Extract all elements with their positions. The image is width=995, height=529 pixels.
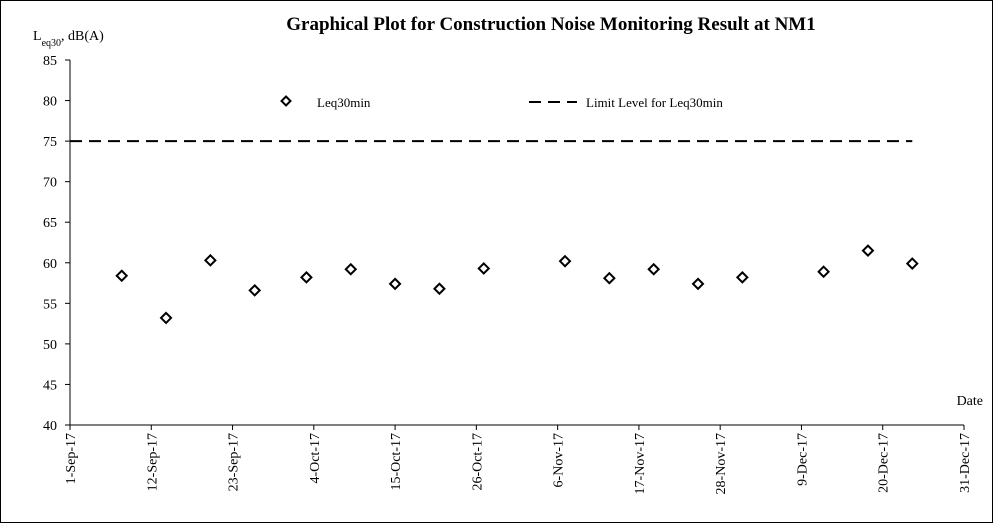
y-tick-label: 80 — [43, 95, 57, 110]
x-axis-title: Date — [957, 394, 983, 409]
legend-label-leq30min: Leq30min — [317, 95, 371, 110]
data-point-leq30min — [433, 282, 446, 296]
data-point-leq30min — [817, 265, 831, 279]
y-axis-title-main: L — [33, 29, 42, 44]
y-tick-label: 65 — [43, 216, 57, 231]
y-tick-label: 40 — [43, 419, 57, 434]
data-point-leq30min — [905, 257, 919, 271]
legend-marker-leq30min — [280, 95, 292, 107]
data-point-leq30min — [602, 271, 616, 285]
data-point-leq30min — [248, 283, 262, 297]
chart-title: Graphical Plot for Construction Noise Mo… — [286, 14, 816, 35]
y-axis-title: Leq30, dB(A) — [33, 29, 104, 49]
x-tick-label: 31-Dec-17 — [958, 433, 973, 493]
y-tick-label: 75 — [43, 135, 57, 150]
plot-area: 40 45 50 55 60 65 70 75 80 85 1-Sep-17 12-Sep-17 23-… — [43, 54, 973, 494]
x-tick-label: 26-Oct-17 — [470, 433, 485, 491]
x-tick-label: 6-Nov-17 — [552, 433, 567, 487]
y-tick-label: 50 — [43, 338, 57, 353]
data-point-leq30min — [647, 262, 661, 276]
x-tick-label: 28-Nov-17 — [714, 433, 729, 494]
data-point-leq30min — [300, 270, 313, 284]
data-point-leq30min — [159, 311, 173, 325]
y-axis-title-unit: , dB(A) — [61, 29, 104, 44]
x-tick-label: 9-Dec-17 — [795, 433, 810, 486]
data-point-leq30min — [861, 244, 875, 258]
data-point-leq30min — [388, 277, 402, 291]
x-tick-label: 12-Sep-17 — [145, 433, 160, 491]
data-point-leq30min — [735, 270, 749, 284]
x-tick-label: 23-Sep-17 — [227, 433, 242, 491]
y-axis-title-subscript: eq30 — [42, 38, 61, 49]
y-tick-label: 85 — [43, 54, 57, 69]
legend-diamond-marker — [280, 95, 292, 107]
x-tick-label: 1-Sep-17 — [64, 433, 79, 484]
data-point-leq30min — [344, 262, 358, 276]
data-point-leq30min — [558, 254, 572, 268]
x-tick-label: 4-Oct-17 — [308, 433, 323, 484]
data-point-leq30min — [691, 277, 705, 291]
x-tick-label: 15-Oct-17 — [389, 433, 404, 491]
data-point-leq30min — [477, 262, 491, 275]
data-point-leq30min — [115, 269, 129, 283]
y-tick-label: 55 — [43, 297, 57, 312]
y-tick-label: 45 — [43, 378, 57, 393]
x-tick-label: 20-Dec-17 — [877, 433, 892, 493]
data-point-leq30min — [203, 253, 217, 267]
x-tick-label: 17-Nov-17 — [633, 433, 648, 494]
y-tick-label: 70 — [43, 176, 57, 191]
y-tick-label: 60 — [43, 257, 57, 272]
legend-label-limit-level: Limit Level for Leq30min — [586, 95, 723, 110]
legend: Leq30min Limit Level for Leq30min — [280, 95, 723, 110]
